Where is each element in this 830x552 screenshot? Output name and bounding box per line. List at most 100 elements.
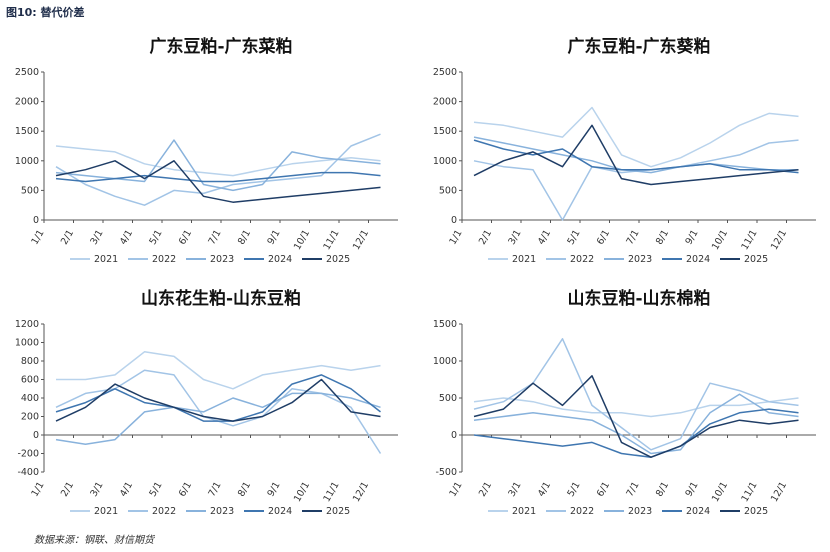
x-tick-label: 3/1 (88, 480, 105, 499)
legend-label-2023: 2023 (210, 254, 234, 265)
legend-label-2024: 2024 (268, 254, 292, 265)
legend-label-2021: 2021 (512, 506, 536, 517)
x-tick-label: 8/1 (654, 228, 671, 247)
legend-label-2025: 2025 (744, 506, 768, 517)
x-tick-label: 7/1 (206, 480, 223, 499)
y-tick-label: 0 (451, 215, 457, 226)
legend-label-2024: 2024 (268, 506, 292, 517)
x-tick-label: 9/1 (683, 228, 700, 247)
y-tick-label: 1500 (433, 126, 457, 137)
series-line-2021 (473, 106, 799, 168)
x-tick-label: 4/1 (536, 228, 553, 247)
x-tick-label: 1/1 (29, 480, 46, 499)
series-line-2024 (55, 374, 381, 422)
y-tick-label: 400 (21, 393, 39, 404)
legend-label-2022: 2022 (570, 254, 594, 265)
series-line-2023 (55, 139, 381, 192)
series-line-2021 (56, 351, 381, 390)
x-tick-label: 9/1 (265, 480, 282, 499)
x-tick-label: 2/1 (59, 228, 76, 247)
y-tick-label: 1500 (15, 126, 39, 137)
legend-label-2024: 2024 (686, 506, 710, 517)
series-line-2021 (55, 145, 381, 177)
x-tick-label: 2/1 (477, 228, 494, 247)
series-line-2023 (473, 393, 799, 455)
chart-gd-soy-rapeseed: 广东豆粕-广东菜粕 0 500 1000 1500 2000 2500 1/1 2/1 3/1 4/… (15, 36, 398, 265)
chart-title: 广东豆粕-广东葵粕 (567, 36, 710, 57)
x-tick-label: 11/1 (739, 228, 759, 252)
y-tick-label: 0 (33, 215, 39, 226)
x-tick-label: 3/1 (88, 228, 105, 247)
legend-label-2021: 2021 (512, 254, 536, 265)
x-tick-label: 5/1 (565, 480, 582, 499)
x-tick-label: 12/1 (769, 228, 789, 252)
chart-title: 广东豆粕-广东菜粕 (149, 36, 292, 57)
x-tick-label: 5/1 (565, 228, 582, 247)
legend-label-2023: 2023 (628, 254, 652, 265)
x-tick-label: 10/1 (292, 228, 312, 252)
legend-label-2025: 2025 (744, 254, 768, 265)
x-tick-label: 3/1 (506, 228, 523, 247)
series-line-2025 (473, 375, 799, 458)
legend-label-2022: 2022 (152, 254, 176, 265)
legend-label-2023: 2023 (210, 506, 234, 517)
series-line-2024 (55, 171, 381, 183)
series-line-2025 (55, 378, 381, 422)
x-tick-label: 6/1 (177, 480, 194, 499)
y-tick-label: -400 (17, 467, 39, 478)
x-tick-label: 12/1 (351, 228, 371, 252)
x-tick-label: 7/1 (624, 228, 641, 247)
y-tick-label: 2000 (433, 97, 457, 108)
y-tick-label: 0 (33, 430, 39, 441)
x-tick-label: 11/1 (321, 480, 341, 504)
x-tick-label: 11/1 (739, 480, 759, 504)
series-line-2023 (473, 136, 799, 174)
y-tick-label: 2500 (433, 67, 457, 78)
series-line-2025 (55, 160, 381, 203)
y-tick-label: 1000 (15, 156, 39, 167)
y-tick-label: 0 (451, 430, 457, 441)
x-tick-label: 12/1 (769, 480, 789, 504)
y-tick-label: -200 (17, 449, 39, 460)
x-tick-label: 11/1 (321, 228, 341, 252)
y-tick-label: 1200 (15, 319, 39, 330)
x-tick-label: 9/1 (683, 480, 700, 499)
y-tick-label: 800 (21, 356, 39, 367)
series-line-2024 (473, 408, 799, 458)
legend-label-2023: 2023 (628, 506, 652, 517)
y-tick-label: 500 (21, 185, 39, 196)
x-tick-label: 10/1 (710, 480, 730, 504)
y-tick-label: -500 (435, 467, 457, 478)
x-tick-label: 7/1 (624, 480, 641, 499)
y-tick-label: 1000 (433, 156, 457, 167)
x-tick-label: 12/1 (351, 480, 371, 504)
legend-label-2024: 2024 (686, 254, 710, 265)
y-tick-label: 200 (21, 412, 39, 423)
x-tick-label: 6/1 (177, 228, 194, 247)
y-tick-label: 600 (21, 375, 39, 386)
x-tick-label: 4/1 (118, 480, 135, 499)
series-line-2025 (473, 124, 799, 186)
x-tick-label: 10/1 (292, 480, 312, 504)
series-line-2022 (55, 133, 381, 206)
y-tick-label: 500 (439, 393, 457, 404)
y-tick-label: 500 (439, 185, 457, 196)
legend-label-2022: 2022 (152, 506, 176, 517)
x-tick-label: 2/1 (477, 480, 494, 499)
y-tick-label: 1000 (433, 356, 457, 367)
x-tick-label: 8/1 (236, 480, 253, 499)
figure-caption: 图10: 替代价差 (6, 6, 85, 19)
chart-sd-soy-cotton: 山东豆粕-山东棉粕 -500 0 500 1000 1500 1/1 2/1 3/1 4/1 5/1… (433, 288, 816, 517)
x-tick-label: 1/1 (29, 228, 46, 247)
y-tick-label: 1500 (433, 319, 457, 330)
series-line-2022 (473, 338, 799, 451)
legend-label-2022: 2022 (570, 506, 594, 517)
legend-label-2025: 2025 (326, 506, 350, 517)
data-source: 数据来源：钢联、财信期货 (34, 535, 154, 546)
chart-sd-peanut-soy: 山东花生粕-山东豆粕 -400 -200 0 200 400 600 800 1000 1200 1… (15, 288, 398, 517)
x-tick-label: 3/1 (506, 480, 523, 499)
series-line-2021 (473, 397, 799, 418)
y-tick-label: 2000 (15, 97, 39, 108)
chart-title: 山东豆粕-山东棉粕 (567, 288, 710, 309)
chart-gd-soy-sunflower: 广东豆粕-广东葵粕 0 500 1000 1500 2000 2500 1/1 2/1 3/1 4/… (433, 36, 816, 265)
